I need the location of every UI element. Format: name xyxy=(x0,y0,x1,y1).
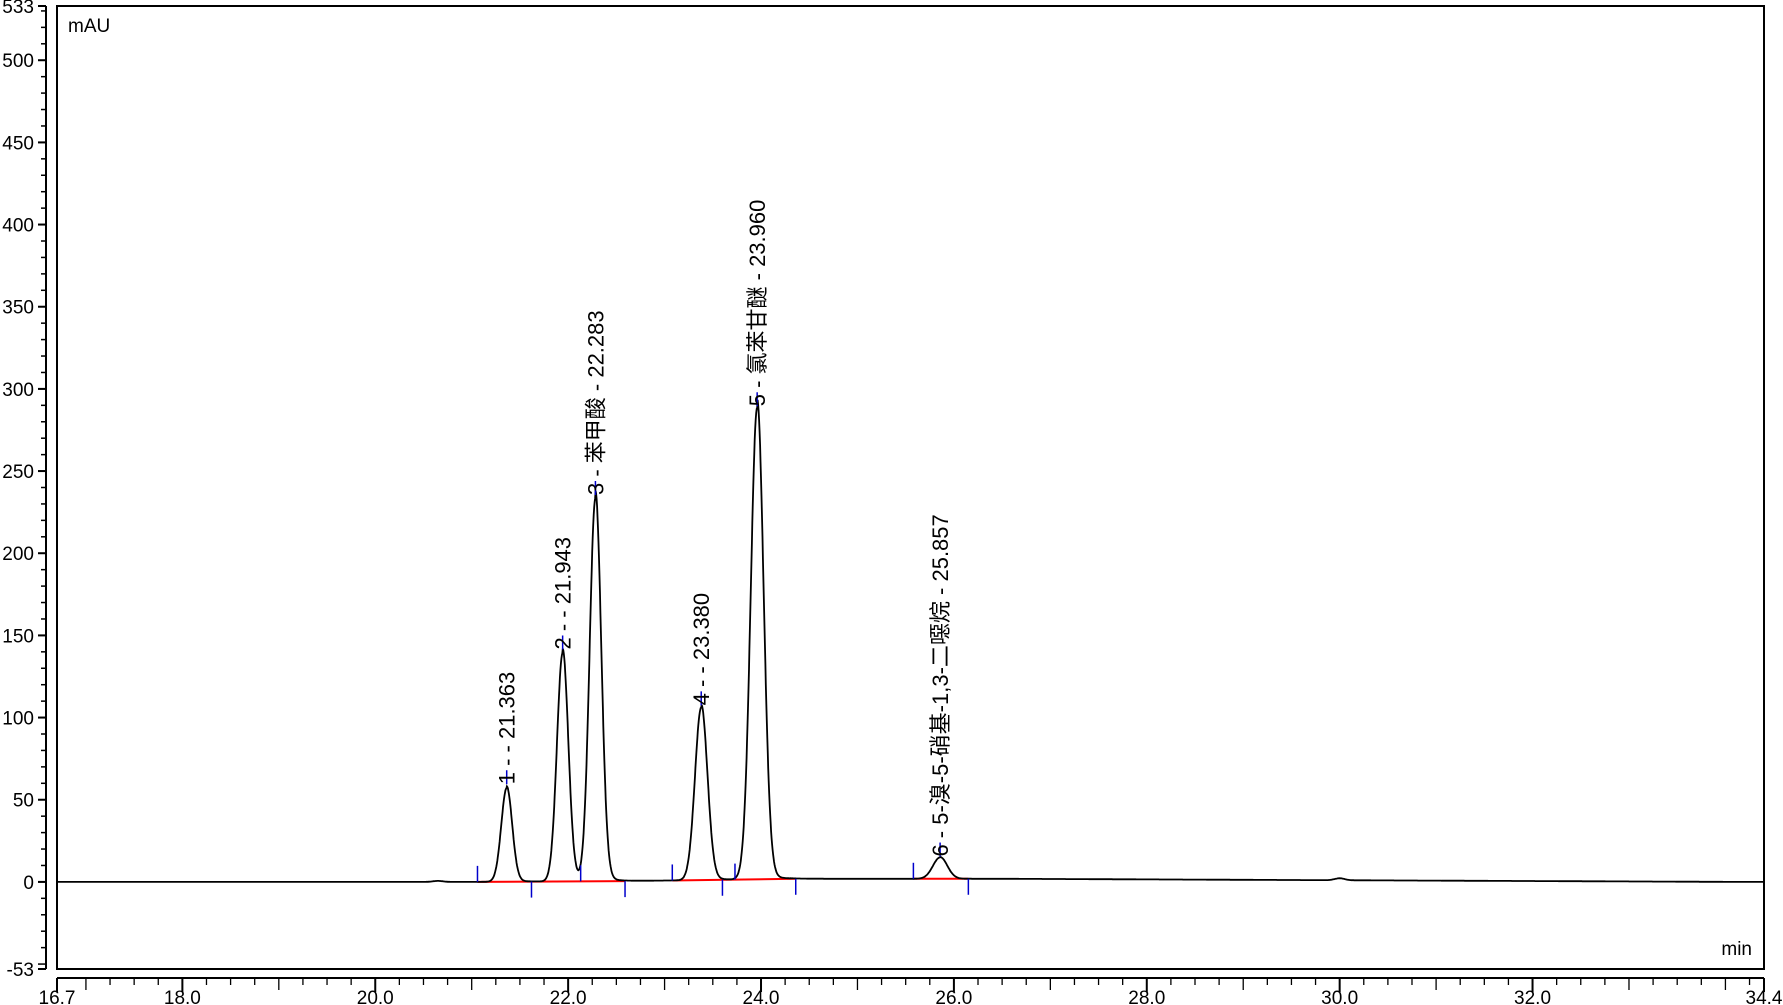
x-tick-label: 16.7 xyxy=(39,988,76,1005)
y-tick-label: 300 xyxy=(2,380,34,401)
peak-label: 5 - 氯苯甘醚 - 23.960 xyxy=(745,200,770,407)
y-unit-label: mAU xyxy=(68,16,110,37)
x-tick-label: 32.0 xyxy=(1514,988,1551,1005)
y-tick-label: 400 xyxy=(2,216,34,237)
peak-label: 4 - - 23.380 xyxy=(689,593,714,706)
x-tick-label: 20.0 xyxy=(357,988,394,1005)
x-tick-label: 22.0 xyxy=(550,988,587,1005)
chromatogram-trace xyxy=(57,399,1764,883)
y-tick-label: 100 xyxy=(2,709,34,730)
peak-label: 2 - - 21.943 xyxy=(551,537,576,650)
y-tick-label: 450 xyxy=(2,133,34,154)
x-tick-label: 18.0 xyxy=(164,988,201,1005)
x-tick-label: 28.0 xyxy=(1128,988,1165,1005)
y-tick-label: -53 xyxy=(7,960,34,981)
x-tick-label: 34.4 xyxy=(1746,988,1783,1005)
x-tick-label: 30.0 xyxy=(1321,988,1358,1005)
plot-frame xyxy=(56,5,1765,970)
y-tick-label: 250 xyxy=(2,462,34,483)
peak-label: 6 - 5-溴-5-硝基-1,3-二噁烷 - 25.857 xyxy=(928,514,953,856)
x-tick-label: 24.0 xyxy=(743,988,780,1005)
x-unit-label: min xyxy=(1721,939,1752,960)
y-tick-label: 533 xyxy=(2,0,34,18)
y-tick-label: 350 xyxy=(2,298,34,319)
y-tick-label: 500 xyxy=(2,51,34,72)
y-tick-label: 200 xyxy=(2,544,34,565)
peak-label: 1 - - 21.363 xyxy=(495,672,520,785)
y-tick-label: 0 xyxy=(23,873,34,894)
x-tick-label: 26.0 xyxy=(935,988,972,1005)
peak-label: 3 - 苯甲酸 - 22.283 xyxy=(583,310,608,495)
y-tick-label: 50 xyxy=(13,791,34,812)
y-tick-label: 150 xyxy=(2,626,34,647)
